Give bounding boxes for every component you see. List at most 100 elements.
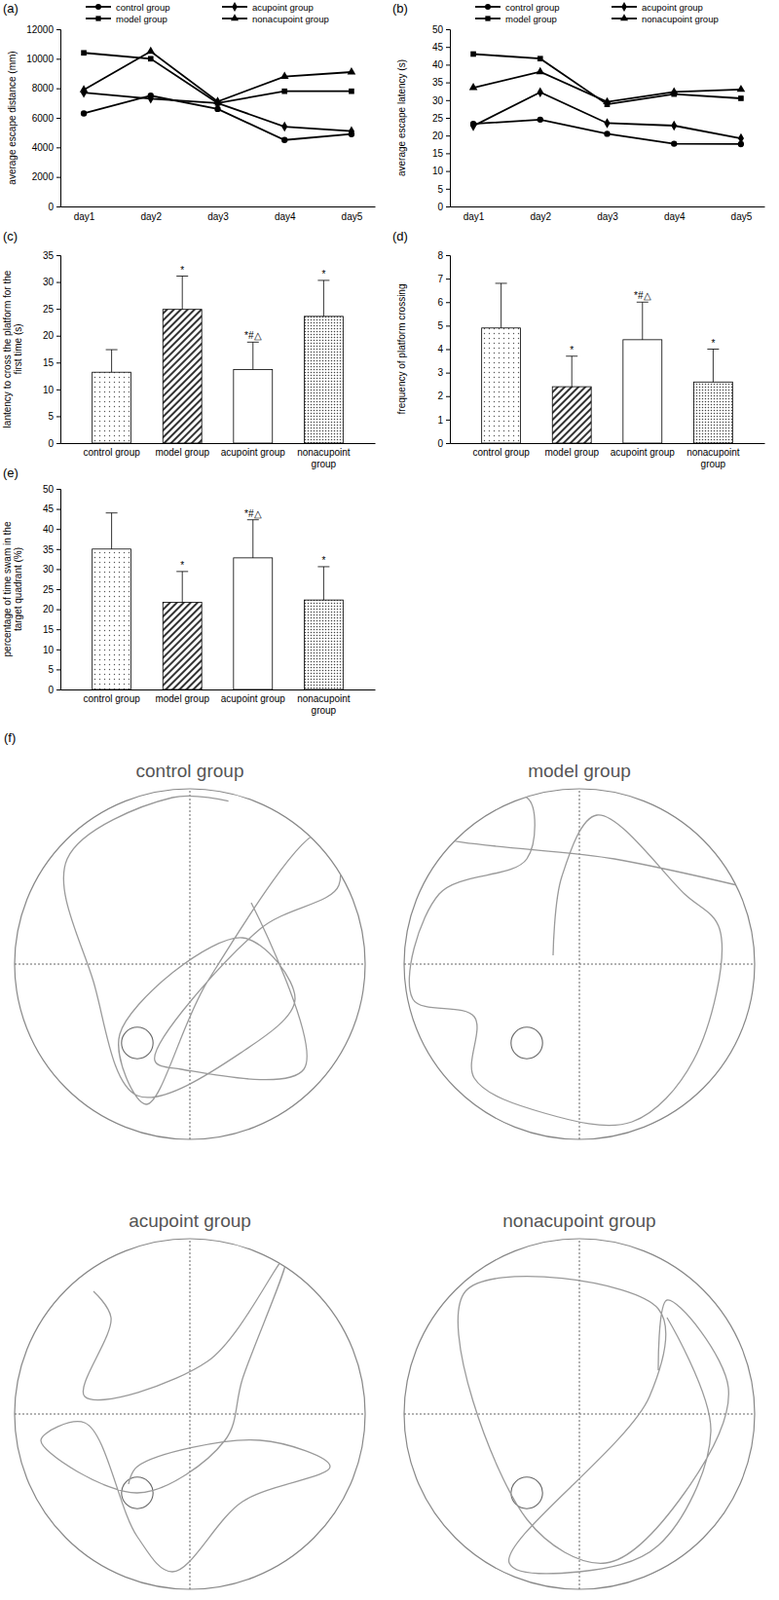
- series-marker: [79, 84, 89, 92]
- y-tick-label: 5: [437, 184, 444, 195]
- x-tick-label: day3: [207, 211, 229, 223]
- y-tick-label: 15: [42, 357, 55, 369]
- y-tick: 2000: [32, 171, 61, 183]
- y-tick: 50: [432, 24, 450, 36]
- error-bar-stem: [111, 513, 112, 550]
- y-tick-label: 1: [437, 414, 444, 426]
- bar: [552, 386, 592, 444]
- error-bar: [495, 283, 508, 329]
- pool-boundary: [404, 1238, 755, 1590]
- x-tick-label: day4: [274, 211, 297, 223]
- plot-area: [40, 1256, 331, 1572]
- y-tick: 8000: [32, 82, 61, 94]
- y-tick-mark: [56, 255, 61, 257]
- x-tick-label: day5: [731, 211, 753, 223]
- y-tick-label: 30: [432, 95, 445, 107]
- x-axis-line: [450, 206, 766, 208]
- x-tick: day4: [274, 206, 297, 223]
- error-bar: [247, 519, 260, 558]
- legend: control groupacupoint groupmodel groupno…: [475, 1, 719, 25]
- y-tick-label: 25: [42, 303, 55, 315]
- x-tick-label: acupoint group: [221, 693, 287, 705]
- error-bar-cap: [106, 512, 118, 514]
- y-tick-mark: [56, 609, 61, 611]
- series-marker: [537, 87, 544, 99]
- error-bar-cap: [636, 301, 649, 303]
- series-marker: [80, 49, 87, 56]
- plot-title: control group: [136, 760, 245, 781]
- legend-label: model group: [115, 13, 168, 25]
- bar: [303, 316, 343, 444]
- x-tick: control group: [82, 443, 141, 458]
- y-tick: 8: [437, 250, 450, 261]
- platform: [121, 1027, 153, 1059]
- x-tick-label: control group: [82, 693, 141, 705]
- series-marker: [80, 110, 87, 116]
- legend-label: acupoint group: [252, 1, 314, 13]
- legend-label: nonacupoint group: [252, 13, 330, 25]
- error-bar-stem: [571, 356, 573, 387]
- y-tick-mark: [445, 255, 450, 257]
- figure-svg: (a)020004000600080001000012000day1day2da…: [0, 0, 779, 1600]
- y-tick: 5: [47, 410, 61, 422]
- y-tick: 30: [432, 95, 450, 107]
- y-tick-mark: [445, 64, 450, 66]
- series-marker: [602, 97, 612, 105]
- y-axis-title-line: lantency to cross the platform for the: [1, 269, 13, 428]
- legend-entry: acupoint group: [222, 1, 314, 13]
- trajectory-plot: acupoint group: [14, 1210, 366, 1590]
- y-tick: 20: [42, 330, 61, 341]
- x-axis: day1day2day3day4day5: [61, 206, 376, 223]
- legend-entry: nonacupoint group: [611, 13, 719, 25]
- plot-title: acupoint group: [128, 1210, 252, 1231]
- y-tick: 6000: [32, 112, 61, 124]
- bar: [482, 328, 521, 444]
- error-bar-cap: [706, 348, 719, 350]
- y-tick: 20: [432, 130, 450, 142]
- y-tick: 0: [437, 201, 450, 213]
- y-tick: 45: [432, 41, 450, 53]
- x-tick-label: day5: [341, 211, 364, 223]
- y-tick-mark: [56, 629, 61, 631]
- y-tick-label: 4000: [32, 142, 55, 153]
- quadrant-divider: [579, 788, 581, 1140]
- legend-entry: control group: [85, 1, 170, 13]
- bar: [162, 602, 202, 690]
- y-tick-label: 20: [42, 603, 55, 615]
- panel-label: (e): [2, 465, 19, 481]
- plot-area: [469, 51, 745, 148]
- x-axis-line: [61, 443, 376, 445]
- series-line: [83, 52, 352, 104]
- legend-entry: acupoint group: [611, 1, 704, 13]
- swim-path: [40, 1256, 331, 1572]
- y-tick-mark: [445, 396, 450, 398]
- series-marker: [280, 72, 290, 79]
- y-tick: 40: [42, 523, 61, 535]
- y-tick-mark: [56, 177, 61, 179]
- series-marker: [148, 93, 154, 105]
- series-line: [83, 51, 352, 103]
- y-tick-label: 10: [42, 384, 55, 396]
- y-tick-mark: [56, 528, 61, 530]
- y-tick-mark: [445, 301, 450, 303]
- plot-area: [79, 46, 356, 144]
- x-tick: acupoint group: [221, 689, 287, 705]
- y-tick: 10: [432, 165, 450, 177]
- y-tick-label: 10000: [26, 53, 54, 65]
- panel-label: (c): [2, 228, 18, 244]
- significance-label: *: [180, 264, 185, 276]
- y-tick-label: 5: [437, 320, 444, 332]
- legend-marker: [230, 13, 239, 21]
- significance-label: *: [180, 559, 185, 571]
- series-marker: [281, 137, 288, 144]
- x-tick: nonacupointgroup: [296, 689, 351, 716]
- x-tick: day3: [596, 206, 619, 223]
- y-tick: 25: [432, 112, 450, 124]
- x-tick-label: model group: [154, 446, 210, 458]
- series-marker: [535, 67, 545, 75]
- error-bar-stem: [323, 566, 325, 600]
- significance-label: *: [321, 555, 326, 566]
- y-tick-label: 0: [47, 201, 54, 213]
- y-axis-line: [56, 489, 62, 691]
- series-marker: [347, 67, 357, 75]
